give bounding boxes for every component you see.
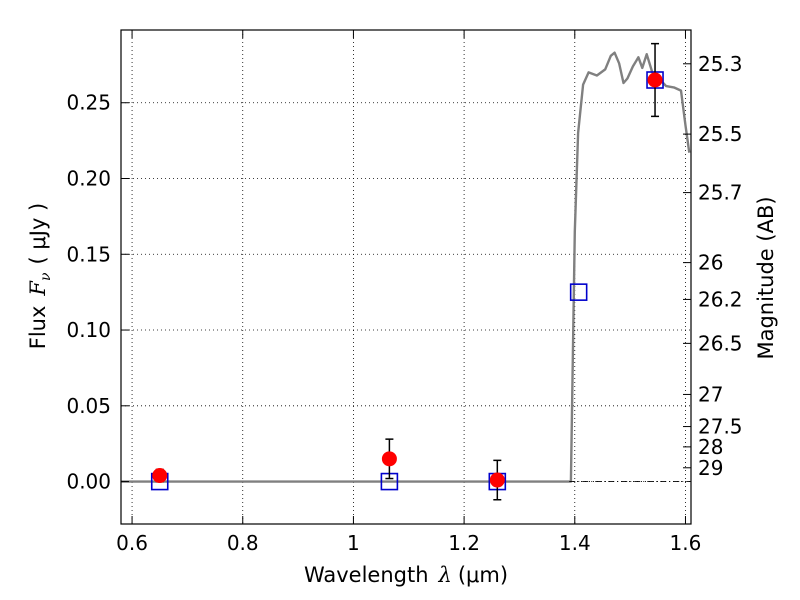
model-bandpass-points: [150, 71, 664, 491]
magnitude-tick-label: 29: [698, 456, 723, 480]
observed-point: [647, 72, 663, 88]
error-bars: [155, 42, 660, 501]
magnitude-tick-label: 26.5: [698, 331, 743, 355]
x-tick-label: 1.4: [559, 531, 591, 555]
observed-point: [152, 468, 168, 484]
magnitude-tick-label: 25.7: [698, 181, 743, 205]
x-tick-label: 1.2: [448, 531, 480, 555]
x-tick-label: 0.6: [116, 531, 148, 555]
observed-points: [152, 72, 663, 488]
y-axis-label-left: FluxFν( μJy ): [26, 203, 54, 349]
y-tick-label: 0.05: [66, 394, 111, 418]
spectrum-line: [121, 51, 691, 483]
x-ticks: 0.6 0.8 1 1.2 1.4 1.6: [116, 30, 701, 555]
observed-point: [381, 451, 397, 467]
x-tick-label: 1.6: [670, 531, 702, 555]
model-spectrum: [121, 51, 691, 483]
magnitude-tick-label: 26: [698, 251, 723, 275]
magnitude-tick-label: 27: [698, 382, 723, 406]
magnitude-tick-label: 25.5: [698, 122, 743, 146]
y-tick-label: 0.20: [66, 167, 111, 191]
observed-point: [489, 472, 505, 488]
magnitude-tick-label: 26.2: [698, 287, 743, 311]
x-axis-label: Wavelength λ (μm): [304, 563, 508, 587]
magnitude-tick-label: 27.5: [698, 415, 743, 439]
x-tick-label: 1: [347, 531, 360, 555]
y-tick-label: 0.00: [66, 470, 111, 494]
y-axis-label-right: Magnitude (AB): [754, 196, 778, 359]
magnitude-tick-label: 28: [698, 435, 723, 459]
y-tick-label: 0.15: [66, 242, 111, 266]
magnitude-tick-label: 25.3: [698, 52, 743, 76]
x-tick-label: 0.8: [227, 531, 259, 555]
plot-frame: [120, 29, 692, 525]
model-square: [569, 283, 588, 301]
y-tick-label: 0.25: [66, 91, 111, 115]
y-tick-label: 0.10: [66, 318, 111, 342]
y-ticks-left: 0.00 0.05 0.10 0.15 0.20 0.25: [66, 91, 129, 494]
grid: [121, 30, 691, 524]
